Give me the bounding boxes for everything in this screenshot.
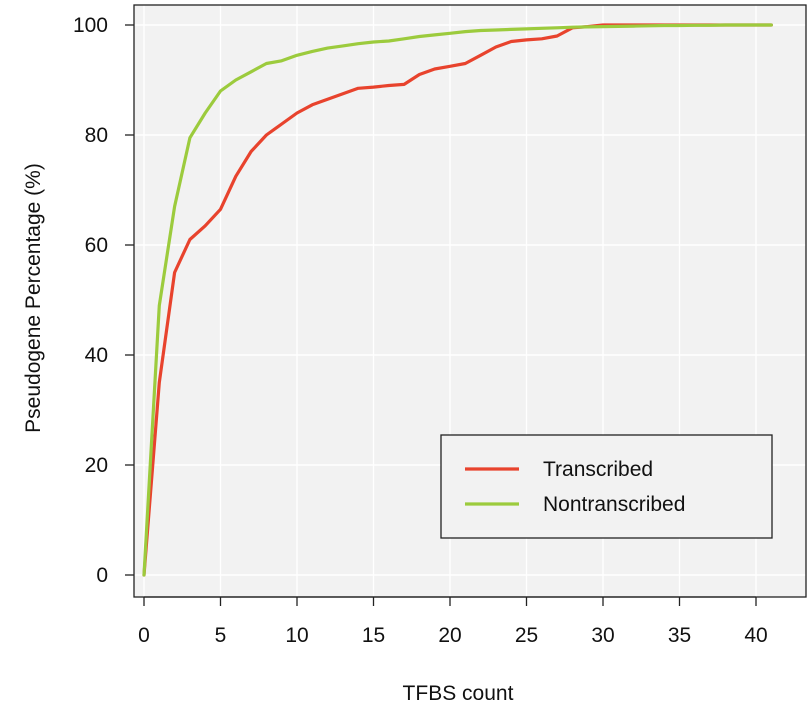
x-axis-title: TFBS count xyxy=(403,682,514,705)
x-tick-label: 0 xyxy=(138,624,150,647)
x-tick-label: 30 xyxy=(591,624,614,647)
x-tick-label: 40 xyxy=(744,624,767,647)
x-tick-label: 10 xyxy=(285,624,308,647)
x-tick-label: 15 xyxy=(362,624,385,647)
x-tick-label: 35 xyxy=(668,624,691,647)
x-tick-label: 25 xyxy=(515,624,538,647)
legend: Transcribed Nontranscribed xyxy=(440,434,773,539)
y-tick-label: 20 xyxy=(85,454,108,477)
series-layer xyxy=(142,23,773,577)
series-line-nontranscribed xyxy=(142,23,773,577)
y-tick-label: 100 xyxy=(73,14,108,37)
legend-label: Nontranscribed xyxy=(543,493,685,516)
y-axis-title: Pseudogene Percentage (%) xyxy=(22,163,45,433)
y-tick-label: 0 xyxy=(96,564,108,587)
axes-layer: 0 5 10 15 20 25 30 35 40 0 20 40 60 80 100 xyxy=(73,14,768,647)
y-tick-label: 80 xyxy=(85,124,108,147)
y-tick-label: 60 xyxy=(85,234,108,257)
legend-box xyxy=(440,434,773,539)
x-tick-label: 5 xyxy=(215,624,227,647)
x-tick-label: 20 xyxy=(438,624,461,647)
y-tick-label: 40 xyxy=(85,344,108,367)
legend-label: Transcribed xyxy=(543,458,653,481)
